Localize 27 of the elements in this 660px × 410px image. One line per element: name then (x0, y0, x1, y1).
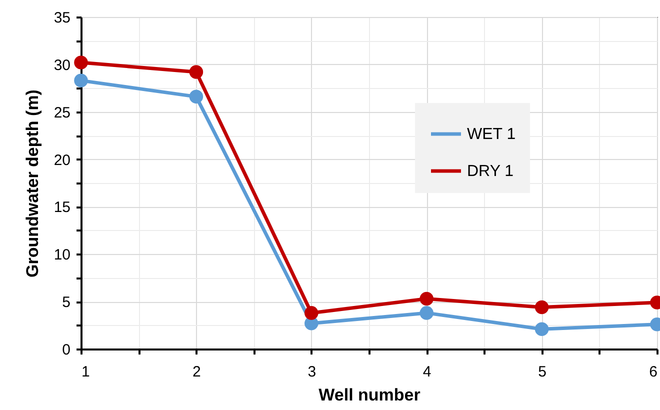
y-tick-label: 35 (54, 10, 70, 26)
point (420, 306, 434, 320)
point (189, 65, 204, 79)
legend-label: WET 1 (467, 126, 516, 143)
y-tick-label: 30 (54, 56, 70, 74)
x-tick-label: 6 (649, 364, 658, 380)
x-tick-label: 1 (82, 364, 90, 380)
y-axis-title: Groundwater depth (m) (22, 90, 42, 278)
y-tick-label: 15 (54, 199, 70, 216)
x-tick-label: 5 (538, 364, 546, 380)
y-tick-label: 0 (62, 342, 70, 358)
legend-label: DRY 1 (467, 163, 514, 180)
x-axis-title: Well number (318, 386, 421, 404)
y-tick-label: 5 (62, 294, 70, 312)
y-tick-label: 25 (54, 104, 70, 122)
point (74, 56, 88, 70)
point (74, 74, 88, 88)
point (304, 306, 318, 320)
y-tick-label: 10 (54, 246, 70, 264)
x-tick-label: 2 (192, 364, 201, 380)
x-tick-label: 4 (422, 364, 432, 380)
point (420, 292, 434, 306)
x-tick-label: 3 (308, 364, 316, 380)
point (534, 300, 549, 314)
y-tick-label: 20 (54, 152, 70, 169)
point (189, 90, 204, 104)
point (534, 322, 549, 336)
